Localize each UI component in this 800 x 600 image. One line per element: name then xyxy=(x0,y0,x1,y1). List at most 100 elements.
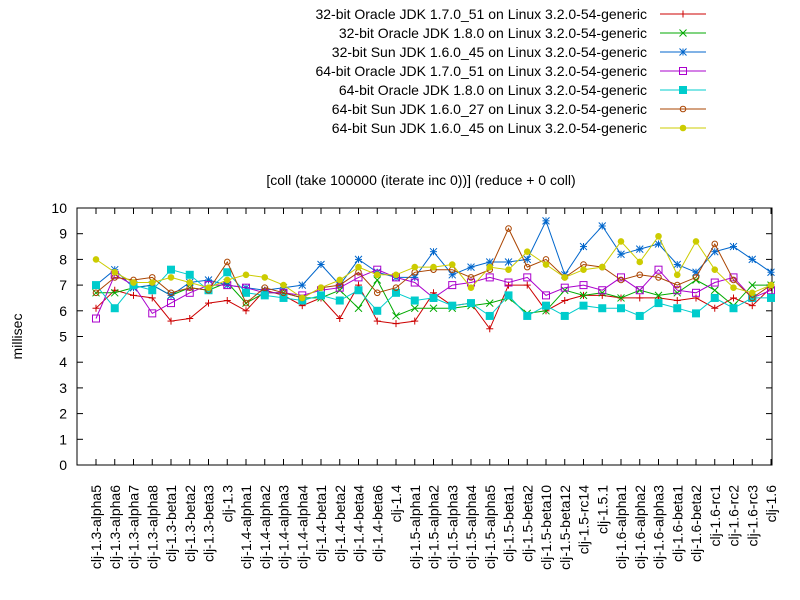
point-marker xyxy=(542,301,550,310)
point-marker xyxy=(767,268,775,277)
data-point xyxy=(730,284,737,291)
point-marker xyxy=(205,284,212,291)
point-marker xyxy=(748,281,757,289)
data-point xyxy=(223,268,232,277)
data-point xyxy=(523,311,532,320)
point-marker xyxy=(673,281,681,289)
data-point xyxy=(673,304,682,313)
point-marker xyxy=(485,273,494,282)
point-marker xyxy=(186,279,194,286)
point-marker xyxy=(92,256,100,263)
point-marker xyxy=(542,261,550,268)
data-point xyxy=(523,248,531,255)
point-marker xyxy=(486,263,494,271)
legend-marker xyxy=(679,124,687,132)
x-tick-label: clj-1.4-alpha1 xyxy=(238,485,254,569)
point-marker xyxy=(429,247,438,256)
data-point xyxy=(504,278,513,287)
data-point xyxy=(560,311,569,320)
point-marker xyxy=(317,260,325,269)
data-point xyxy=(579,281,588,290)
data-point xyxy=(354,273,363,282)
legend-entry: 64-bit Sun JDK 1.6.0_27 on Linux 3.2.0-5… xyxy=(332,101,706,117)
point-marker xyxy=(111,268,119,276)
point-marker xyxy=(355,263,362,271)
y-tick-label: 9 xyxy=(59,226,67,242)
legend-entry: 64-bit Oracle JDK 1.7.0_51 on Linux 3.2.… xyxy=(315,63,706,79)
legend: 32-bit Oracle JDK 1.7.0_51 on Linux 3.2.… xyxy=(315,6,706,136)
data-point xyxy=(373,317,381,325)
point-marker xyxy=(560,311,569,320)
data-point xyxy=(767,281,775,289)
data-point xyxy=(710,278,719,287)
data-point xyxy=(598,263,606,271)
data-point xyxy=(392,288,400,297)
point-marker xyxy=(504,291,513,300)
x-tick-label: clj-1.3-alpha7 xyxy=(126,485,142,569)
data-point xyxy=(617,250,625,259)
data-point xyxy=(542,291,550,300)
point-marker xyxy=(729,273,738,282)
point-marker xyxy=(448,261,456,268)
point-marker xyxy=(579,281,588,290)
data-point xyxy=(692,288,700,297)
point-marker xyxy=(617,294,625,302)
data-point xyxy=(523,273,532,282)
point-marker xyxy=(730,276,737,284)
data-point xyxy=(636,258,644,266)
series-3 xyxy=(92,216,775,300)
x-tick-label: clj-1.6-alpha2 xyxy=(632,485,648,569)
point-marker xyxy=(598,304,607,313)
data-point xyxy=(410,296,419,305)
data-point xyxy=(242,271,250,279)
data-point xyxy=(242,307,250,315)
point-marker xyxy=(617,304,625,313)
point-marker xyxy=(467,274,475,281)
data-point xyxy=(448,261,456,268)
data-point xyxy=(260,291,269,300)
data-point xyxy=(148,286,157,295)
data-point xyxy=(354,286,363,295)
point-marker xyxy=(110,288,119,297)
point-marker xyxy=(692,309,700,318)
point-marker xyxy=(392,288,400,297)
y-tick-label: 1 xyxy=(59,431,67,447)
legend-marker xyxy=(679,86,687,94)
point-marker xyxy=(710,293,719,302)
data-point xyxy=(579,301,588,310)
point-marker xyxy=(504,258,513,266)
data-point xyxy=(130,279,137,286)
data-point xyxy=(711,266,719,273)
data-point xyxy=(448,301,457,310)
x-tick-label: clj-1.4-alpha2 xyxy=(257,485,273,569)
point-marker xyxy=(167,289,175,297)
data-point xyxy=(167,299,175,308)
data-point xyxy=(205,284,212,291)
data-point xyxy=(185,288,194,297)
chart-title: [coll (take 100000 (iterate inc 0))] (re… xyxy=(266,172,575,188)
point-marker xyxy=(167,299,175,308)
point-marker xyxy=(336,276,344,284)
point-marker xyxy=(392,271,400,279)
point-marker xyxy=(148,286,157,295)
data-point xyxy=(730,276,737,284)
point-marker xyxy=(505,225,512,232)
data-point xyxy=(317,260,325,269)
data-point xyxy=(373,289,381,297)
legend-label: 64-bit Oracle JDK 1.8.0 on Linux 3.2.0-5… xyxy=(339,82,647,98)
point-marker xyxy=(635,311,644,320)
data-point xyxy=(560,283,569,292)
legend-label: 64-bit Sun JDK 1.6.0_27 on Linux 3.2.0-5… xyxy=(332,101,647,117)
point-marker xyxy=(298,281,307,289)
data-point xyxy=(767,268,775,277)
point-marker xyxy=(467,263,475,271)
data-point xyxy=(430,263,437,271)
data-point xyxy=(110,304,119,313)
point-marker xyxy=(335,296,344,305)
point-marker xyxy=(636,258,644,266)
x-tick-label: clj-1.6 xyxy=(763,485,779,523)
legend-label: 64-bit Oracle JDK 1.7.0_51 on Linux 3.2.… xyxy=(315,63,647,79)
point-marker xyxy=(130,279,137,286)
point-marker xyxy=(373,306,382,315)
data-point xyxy=(560,286,569,295)
